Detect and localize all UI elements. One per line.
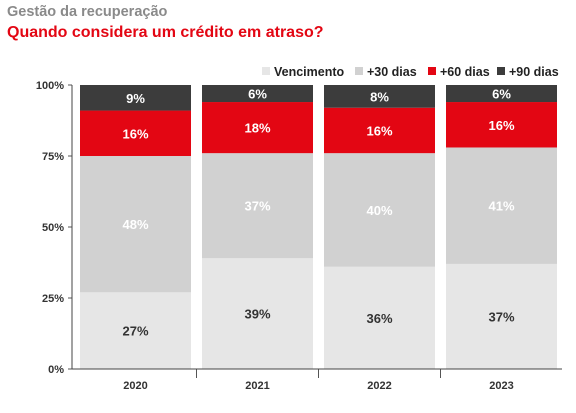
data-label: 16% — [122, 126, 148, 141]
bar-segment — [324, 266, 435, 369]
legend-swatch — [262, 67, 270, 75]
bar-segment — [446, 85, 557, 103]
x-tick-label: 2023 — [489, 380, 513, 392]
data-label: 18% — [244, 121, 270, 136]
data-label: 37% — [488, 309, 514, 324]
legend-label: +60 dias — [440, 65, 490, 79]
data-label: 16% — [366, 123, 392, 138]
data-label: 6% — [248, 87, 267, 102]
y-tick-label: 0% — [48, 364, 64, 376]
data-label: 36% — [366, 311, 392, 326]
legend-swatch — [355, 67, 363, 75]
data-label: 27% — [122, 324, 148, 339]
y-tick-label: 75% — [42, 151, 64, 163]
data-label: 39% — [244, 307, 270, 322]
x-tick-label: 2020 — [123, 380, 147, 392]
data-label: 8% — [370, 89, 389, 104]
bar-segment — [80, 110, 191, 156]
legend-label: Vencimento — [274, 65, 345, 79]
data-label: 40% — [366, 203, 392, 218]
bar-segment — [80, 292, 191, 369]
bar-segment — [202, 85, 313, 103]
bar-segment — [446, 147, 557, 264]
data-label: 41% — [488, 199, 514, 214]
chart-supertitle: Gestão da recuperação — [7, 4, 168, 20]
bar-segment — [80, 156, 191, 293]
bar-segment — [202, 102, 313, 154]
data-label: 37% — [244, 199, 270, 214]
legend-swatch — [497, 67, 505, 75]
data-label: 9% — [126, 91, 145, 106]
data-label: 6% — [492, 87, 511, 102]
bar-segment — [446, 102, 557, 148]
bar-segment — [324, 85, 435, 108]
bar-segment — [324, 107, 435, 154]
y-tick-label: 50% — [42, 222, 64, 234]
bar-segment — [446, 263, 557, 369]
x-tick-label: 2022 — [367, 380, 391, 392]
bar-segment — [80, 85, 191, 111]
data-label: 48% — [122, 217, 148, 232]
x-tick-label: 2021 — [245, 380, 269, 392]
legend-label: +30 dias — [367, 65, 417, 79]
legend-swatch — [428, 67, 436, 75]
data-label: 16% — [488, 118, 514, 133]
y-tick-label: 100% — [36, 80, 64, 92]
chart-title: Quando considera um crédito em atraso? — [7, 24, 324, 41]
bar-segment — [324, 153, 435, 267]
bar-segment — [202, 258, 313, 369]
legend-label: +90 dias — [509, 65, 559, 79]
bar-segment — [202, 153, 313, 259]
y-tick-label: 25% — [42, 293, 64, 305]
